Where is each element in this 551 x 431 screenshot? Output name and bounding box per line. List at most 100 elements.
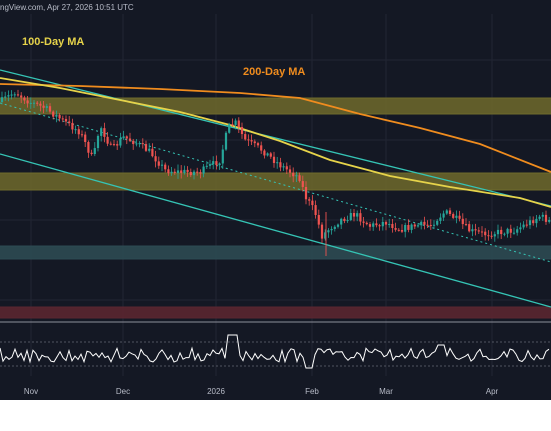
candle	[240, 122, 244, 139]
candle	[157, 156, 160, 169]
candle-body	[68, 121, 71, 123]
candle	[292, 167, 295, 183]
candle	[468, 220, 471, 233]
candle-body	[160, 164, 164, 166]
oscillator-line	[0, 334, 550, 369]
candle	[330, 226, 333, 235]
candle	[100, 126, 103, 142]
candle-body	[359, 213, 362, 222]
candle	[42, 101, 45, 114]
candle-body	[500, 229, 503, 235]
candle	[397, 228, 400, 232]
ma100-label: 100-Day MA	[22, 36, 85, 48]
candle	[10, 90, 13, 100]
candle-body	[333, 226, 336, 229]
candle-body	[125, 136, 128, 139]
candle	[365, 221, 368, 226]
channel-upper-line	[0, 69, 551, 207]
candle	[522, 221, 525, 230]
candle-body	[378, 225, 381, 227]
candle	[116, 140, 119, 150]
candle-body	[29, 102, 32, 104]
candle	[474, 223, 477, 236]
candle-body	[55, 114, 58, 117]
candle	[276, 156, 279, 169]
candle-body	[311, 200, 314, 206]
candle-body	[407, 224, 410, 230]
candle	[378, 223, 381, 231]
candle	[186, 166, 189, 177]
candle	[285, 162, 288, 174]
moving-averages	[0, 77, 551, 208]
candle	[336, 223, 340, 229]
candle	[221, 144, 224, 169]
candle-body	[186, 169, 189, 172]
chart-svg: Nov Dec 2026 Feb Mar Apr	[0, 14, 551, 396]
candle-body	[544, 214, 548, 222]
candle-body	[240, 127, 244, 135]
candle	[304, 181, 308, 205]
candle	[458, 210, 461, 222]
candle-body	[458, 215, 461, 219]
candle	[308, 197, 311, 206]
candle-body	[314, 205, 317, 216]
candle	[349, 208, 352, 222]
candle-body	[365, 222, 368, 225]
candle-body	[4, 96, 7, 98]
candle	[96, 134, 100, 152]
candle	[109, 141, 112, 146]
candle-body	[80, 134, 84, 136]
candle-body	[410, 224, 413, 230]
candle	[13, 92, 16, 98]
candle	[4, 91, 7, 101]
candle-body	[272, 156, 276, 163]
candle	[244, 130, 247, 141]
candle-body	[199, 172, 202, 174]
candle-body	[224, 132, 228, 150]
candle-body	[423, 221, 426, 225]
candle	[461, 213, 464, 230]
candle	[452, 212, 455, 220]
page-footer	[0, 400, 551, 431]
candle	[36, 100, 39, 107]
candle	[183, 165, 186, 175]
candle-body	[16, 94, 20, 96]
candle	[64, 115, 68, 126]
candle-body	[237, 120, 240, 128]
candle	[327, 228, 330, 238]
candle	[320, 222, 324, 244]
candle	[122, 130, 125, 140]
candle	[480, 226, 484, 238]
candle	[448, 207, 452, 216]
candle-body	[205, 165, 208, 167]
candle-body	[138, 143, 141, 145]
candle	[237, 117, 240, 134]
candle	[48, 103, 52, 114]
candle-body	[32, 102, 36, 104]
candle	[263, 149, 266, 159]
candle-body	[356, 213, 359, 217]
candle	[234, 118, 237, 130]
candle-body	[45, 106, 48, 108]
candle	[256, 141, 260, 148]
candle-body	[538, 216, 541, 219]
candle	[272, 151, 276, 168]
candle-body	[343, 218, 346, 222]
candle-body	[397, 229, 400, 231]
candle-body	[23, 97, 26, 101]
candle	[20, 92, 23, 104]
candle	[148, 143, 151, 153]
candle-body	[135, 143, 138, 145]
candle	[58, 113, 61, 122]
candle	[119, 132, 122, 148]
candle	[362, 216, 365, 228]
candle-body	[384, 221, 388, 225]
candle	[541, 212, 544, 221]
candle-body	[180, 170, 183, 173]
candle	[23, 95, 26, 104]
candle-body	[90, 152, 93, 155]
candle	[199, 169, 202, 179]
candle-body	[263, 150, 266, 156]
ma200-line	[0, 83, 551, 173]
candle-body	[468, 224, 471, 232]
